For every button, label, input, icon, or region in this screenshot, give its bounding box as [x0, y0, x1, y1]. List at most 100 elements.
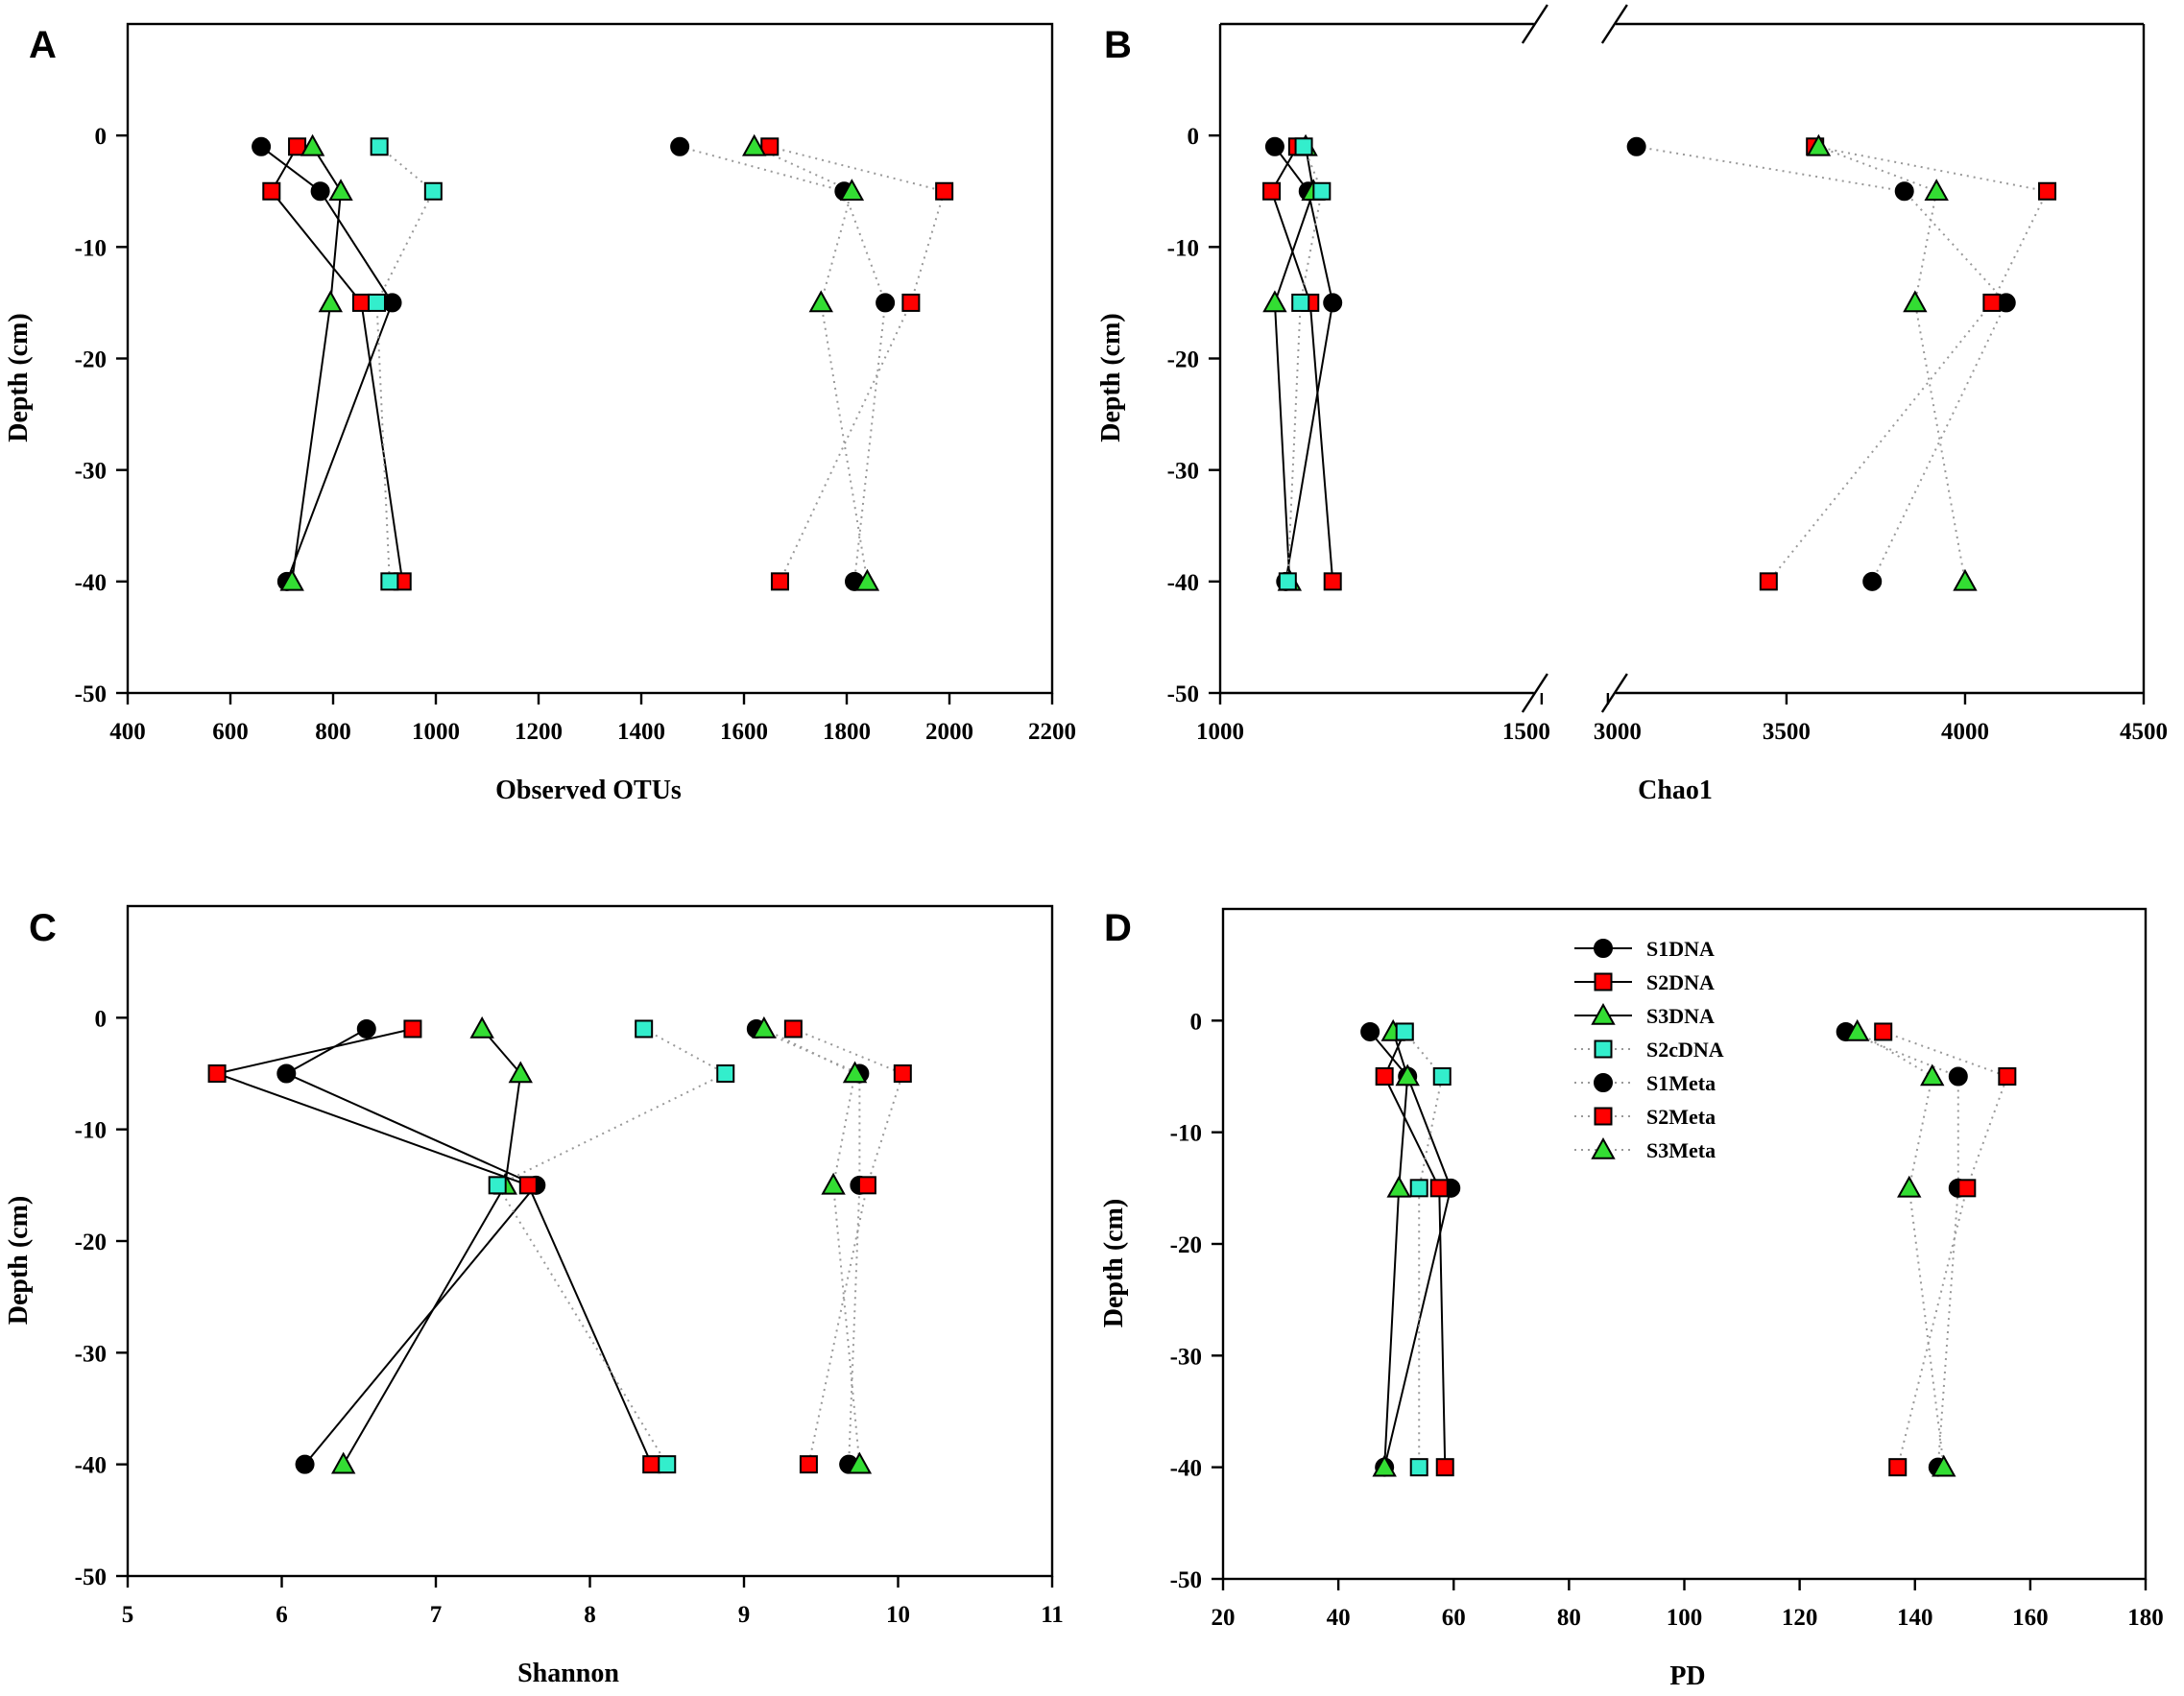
- series-line-S3DNA: [1273, 146, 1315, 582]
- x-tick-label: 8: [584, 1602, 596, 1628]
- panel-A: 400 600 800 1000 1200 1400 1600 1800 2000 2200 0 -1…: [4, 22, 1076, 805]
- x-tick-label: 1400: [617, 719, 665, 745]
- series-line-S3DNA: [342, 1028, 522, 1466]
- series-line-S2DNA: [1383, 1031, 1447, 1468]
- data-point-S2cDNA: [1395, 1022, 1414, 1041]
- panel-label: B: [1104, 24, 1132, 66]
- data-point-S1DNA: [295, 1454, 315, 1474]
- series-line-S1DNA: [260, 145, 394, 583]
- x-tick-label: 1000: [412, 719, 460, 745]
- data-point-S2cDNA: [635, 1019, 654, 1039]
- series-line-S2cDNA: [1404, 1031, 1444, 1468]
- x-tick-label: 20: [1212, 1605, 1236, 1631]
- series-line-S2Meta: [1767, 145, 2050, 583]
- x-tick-label: 2000: [925, 719, 973, 745]
- y-tick-label: -30: [1167, 459, 1199, 485]
- y-tick-label: -40: [75, 570, 107, 596]
- y-axis-title: Depth (cm): [4, 313, 34, 442]
- series-line-S1DNA: [1369, 1031, 1452, 1468]
- data-point-S1Meta: [1626, 136, 1646, 156]
- plot-frame: [126, 22, 1054, 695]
- y-tick-label: -30: [75, 459, 107, 485]
- x-tick-label: 3000: [1594, 719, 1642, 745]
- data-point-S2Meta: [857, 1176, 876, 1195]
- data-point-S2cDNA: [367, 293, 386, 312]
- series-line-S3Meta: [1857, 1031, 1945, 1468]
- data-point-S2Meta: [1888, 1458, 1908, 1477]
- x-tick-label: 140: [1897, 1605, 1933, 1631]
- data-point-S2Meta: [760, 137, 780, 156]
- data-point-S1DNA: [382, 293, 402, 313]
- data-point-S2Meta: [1759, 572, 1778, 591]
- data-point-S2DNA: [262, 181, 281, 201]
- x-tick-label: 1000: [1196, 719, 1244, 745]
- x-axis-title: PD: [1669, 1661, 1705, 1691]
- data-point-S3Meta: [1844, 1018, 1870, 1041]
- legend-marker: [1591, 1002, 1616, 1025]
- y-tick-label: -30: [1170, 1344, 1202, 1370]
- data-point-S3DNA: [318, 290, 344, 313]
- data-point-S1Meta: [876, 293, 896, 313]
- data-point-S3DNA: [328, 179, 353, 202]
- y-tick-label: 0: [95, 1006, 108, 1032]
- plot-frame: [126, 904, 1054, 1578]
- data-point-S3DNA: [508, 1061, 533, 1084]
- series-line-S3Meta: [754, 145, 869, 582]
- y-axis-title: Depth (cm): [1099, 1199, 1129, 1328]
- data-point-S3Meta: [1953, 568, 1978, 591]
- data-point-S3Meta: [842, 1061, 868, 1084]
- data-point-S2Meta: [901, 293, 921, 312]
- y-tick-label: 0: [1188, 124, 1200, 150]
- series-line-S2cDNA: [375, 146, 435, 582]
- data-point-S2DNA: [1429, 1179, 1449, 1198]
- series-markers: [252, 133, 954, 591]
- axis-break-mark: [1600, 673, 1628, 713]
- data-point-S2DNA: [1323, 572, 1342, 591]
- data-point-S3DNA: [1386, 1175, 1411, 1198]
- data-point-S2DNA: [518, 1176, 538, 1195]
- x-tick-label: 6: [276, 1602, 288, 1628]
- data-point-S1DNA: [276, 1063, 297, 1084]
- data-point-S3Meta: [1924, 179, 1949, 202]
- data-point-S1Meta: [1948, 1066, 1968, 1087]
- x-tick-label: 120: [1782, 1605, 1818, 1631]
- data-point-S1Meta: [1894, 181, 1914, 202]
- x-tick-label: 9: [738, 1602, 751, 1628]
- legend-marker: [1594, 939, 1613, 958]
- data-point-S2Meta: [799, 1455, 818, 1474]
- data-point-S2cDNA: [1278, 572, 1297, 591]
- data-point-S3DNA: [300, 133, 325, 156]
- data-point-S2DNA: [642, 1455, 661, 1474]
- data-point-S3Meta: [1932, 1454, 1956, 1477]
- data-point-S2DNA: [403, 1019, 422, 1039]
- x-tick-label: 100: [1667, 1605, 1703, 1631]
- x-tick-label: 7: [430, 1602, 443, 1628]
- series-line-S3Meta: [1818, 145, 1966, 583]
- data-point-S1DNA: [1323, 293, 1343, 313]
- legend-marker: [1594, 972, 1613, 991]
- legend-label: S3DNA: [1646, 1004, 1715, 1028]
- series-markers: [1360, 1018, 2017, 1477]
- data-point-S2Meta: [1957, 1179, 1977, 1198]
- y-tick-label: -20: [75, 1230, 107, 1255]
- x-tick-label: 1200: [515, 719, 563, 745]
- data-point-S2Meta: [1998, 1067, 2017, 1086]
- data-point-S3Meta: [1897, 1175, 1922, 1198]
- series-line-S3Meta: [763, 1028, 861, 1465]
- data-point-S1DNA: [356, 1018, 376, 1039]
- x-tick-label: 160: [2012, 1605, 2049, 1631]
- y-tick-label: -30: [75, 1341, 107, 1367]
- x-tick-label: 800: [315, 719, 351, 745]
- data-point-S1DNA: [252, 136, 272, 156]
- series-line-S1DNA: [1274, 146, 1334, 582]
- series-line-S2DNA: [1270, 146, 1334, 582]
- series-lines: [260, 145, 946, 583]
- x-axis-title: Chao1: [1638, 776, 1713, 805]
- series-markers: [1262, 133, 2057, 591]
- series-line-S2Meta: [769, 145, 946, 583]
- x-tick-label: 11: [1041, 1602, 1064, 1628]
- data-point-S2DNA: [288, 137, 307, 156]
- data-point-S2DNA: [1435, 1458, 1454, 1477]
- x-tick-label: 4500: [2120, 719, 2168, 745]
